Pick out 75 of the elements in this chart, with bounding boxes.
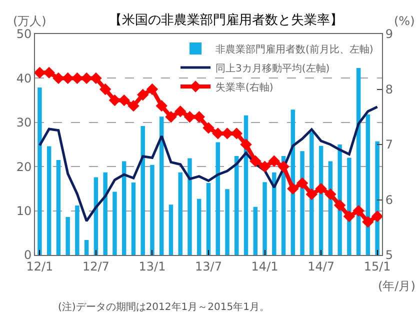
bar	[150, 164, 154, 255]
chart-title: 【米国の非農業部門雇用者数と失業率】	[109, 12, 343, 28]
point	[324, 188, 336, 200]
point	[352, 204, 364, 217]
bar	[140, 126, 145, 255]
point	[99, 83, 112, 96]
y-tick-label: 20	[16, 160, 32, 174]
bar	[375, 141, 380, 255]
x-tick-label: 12/7	[82, 259, 110, 274]
point	[90, 72, 102, 84]
point	[165, 111, 177, 123]
x-tick-label: 14/7	[308, 259, 335, 274]
x-tick-label: 14/1	[251, 259, 278, 274]
bar	[46, 146, 52, 255]
bar	[300, 151, 304, 255]
point	[278, 160, 290, 172]
point	[315, 182, 327, 195]
bar	[178, 172, 182, 255]
point	[137, 88, 149, 101]
text: (注)データの期間は2012年1月～2015年1月。	[58, 301, 270, 313]
bar	[131, 182, 136, 255]
bar	[262, 182, 267, 255]
bar	[168, 204, 174, 255]
point	[202, 122, 214, 134]
y2-tick-label: 9	[385, 27, 394, 42]
point	[296, 177, 308, 190]
y-axis-title: (万人)	[13, 14, 46, 28]
bar	[84, 240, 89, 255]
legend-label: 失業率(右軸)	[216, 81, 274, 94]
bar	[347, 158, 352, 255]
bar	[272, 172, 276, 255]
bar	[38, 87, 42, 255]
bar	[188, 158, 192, 255]
bar	[310, 132, 314, 255]
point	[371, 210, 382, 222]
y-tick-label: 10	[16, 204, 32, 218]
bar	[66, 216, 70, 255]
y2-tick-label: 6	[385, 192, 394, 207]
line-series	[38, 106, 379, 222]
point	[334, 199, 346, 212]
y-tick-label: 40	[16, 71, 32, 86]
point	[128, 100, 140, 112]
point	[306, 188, 318, 200]
point	[287, 182, 299, 195]
point	[174, 106, 186, 118]
bar	[197, 198, 202, 255]
bar	[225, 189, 230, 255]
bar	[206, 182, 211, 255]
bar	[234, 156, 239, 255]
legend-label: 非農業部門雇用者数(前月比、左軸)	[216, 43, 374, 56]
point	[343, 210, 356, 222]
bar	[216, 142, 220, 255]
point	[156, 100, 168, 112]
y2-tick-label: 7	[385, 138, 394, 152]
point	[268, 155, 280, 167]
x-axis-title: (年/月)	[378, 279, 416, 293]
x-tick-label: 13/7	[195, 259, 222, 274]
y2-tick-label: 8	[385, 82, 394, 96]
bar	[112, 192, 117, 255]
bar	[122, 161, 126, 255]
point	[258, 160, 271, 172]
bar	[103, 172, 108, 255]
y-tick-label: 30	[16, 116, 32, 130]
bar	[75, 206, 80, 255]
point	[240, 138, 252, 150]
bar	[160, 116, 164, 255]
y2-axis-title: (%)	[394, 14, 415, 28]
bar	[253, 206, 258, 255]
point	[146, 83, 158, 96]
x-tick-label: 13/1	[138, 259, 166, 274]
legend-label: 同上3カ月移動平均(左軸)	[216, 62, 330, 74]
point	[250, 155, 262, 167]
y-tick-label: 50	[16, 27, 32, 42]
point	[362, 216, 374, 228]
bar	[56, 160, 61, 255]
